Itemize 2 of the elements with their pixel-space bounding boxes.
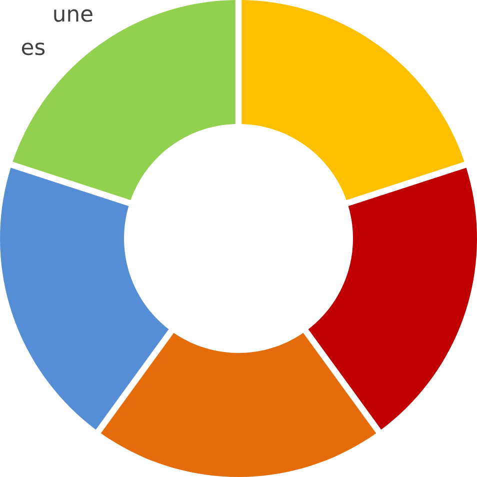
text: une (54, 9, 92, 22)
text: es (22, 42, 45, 56)
